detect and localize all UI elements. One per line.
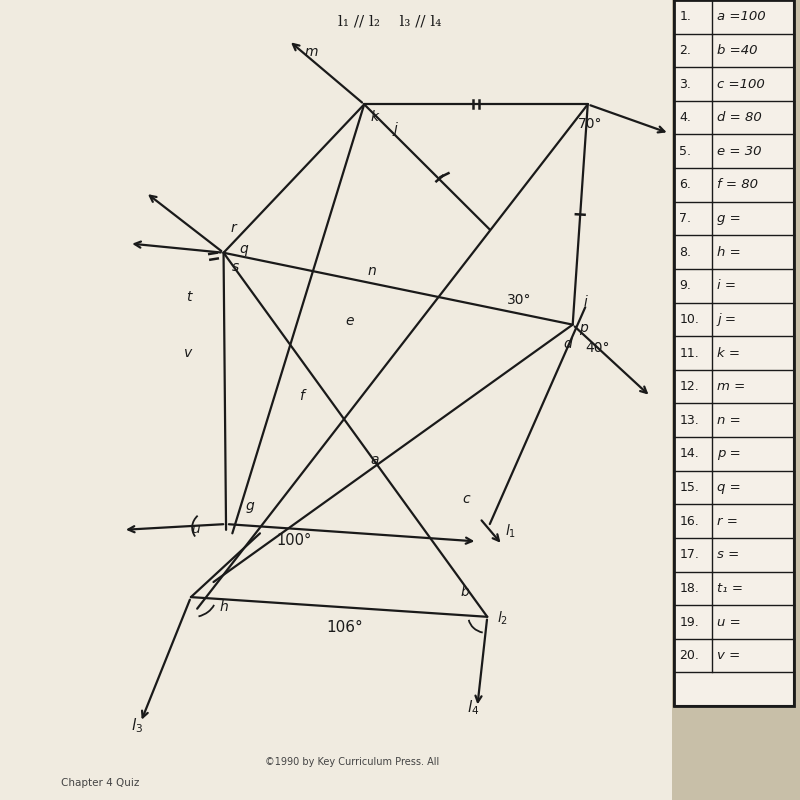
Text: $q$: $q$: [238, 242, 249, 258]
Text: s =: s =: [717, 548, 739, 562]
Text: $v$: $v$: [183, 346, 194, 360]
Text: $j$: $j$: [392, 120, 399, 138]
Text: $f$: $f$: [299, 388, 307, 403]
Text: j =: j =: [717, 313, 736, 326]
Text: $l_4$: $l_4$: [467, 698, 479, 717]
Text: v =: v =: [717, 649, 740, 662]
Text: $d$: $d$: [562, 336, 574, 351]
Bar: [0, 0, 672, 800]
Text: $e$: $e$: [346, 314, 355, 328]
Text: d = 80: d = 80: [717, 111, 762, 124]
Text: 6.: 6.: [679, 178, 691, 191]
Text: f = 80: f = 80: [717, 178, 758, 191]
Text: $a$: $a$: [370, 453, 380, 466]
Text: q =: q =: [717, 481, 741, 494]
Text: 11.: 11.: [679, 346, 699, 359]
Text: l₁ // l₂    l₃ // l₄: l₁ // l₂ l₃ // l₄: [338, 14, 441, 29]
Text: $i$: $i$: [582, 294, 589, 309]
Text: m =: m =: [717, 380, 746, 393]
Text: 8.: 8.: [679, 246, 691, 258]
Text: e = 30: e = 30: [717, 145, 762, 158]
Text: 30°: 30°: [507, 293, 532, 306]
Text: 2.: 2.: [679, 44, 691, 57]
Text: 10.: 10.: [679, 313, 699, 326]
Text: a =100: a =100: [717, 10, 766, 23]
Text: c =100: c =100: [717, 78, 765, 90]
Text: $c$: $c$: [462, 492, 472, 506]
Text: 70°: 70°: [578, 117, 602, 130]
Text: 100°: 100°: [276, 533, 311, 548]
Text: i =: i =: [717, 279, 736, 292]
Text: r =: r =: [717, 514, 738, 528]
Text: t₁ =: t₁ =: [717, 582, 743, 595]
Text: 13.: 13.: [679, 414, 699, 426]
Text: $l_1$: $l_1$: [505, 522, 516, 540]
Text: $h$: $h$: [218, 599, 228, 614]
Text: 12.: 12.: [679, 380, 699, 393]
Text: $k$: $k$: [370, 109, 381, 123]
Text: $g$: $g$: [245, 500, 255, 515]
Text: 15.: 15.: [679, 481, 699, 494]
Text: $l_2$: $l_2$: [498, 610, 509, 627]
Text: 9.: 9.: [679, 279, 691, 292]
Text: 40°: 40°: [586, 342, 610, 355]
Text: $n$: $n$: [366, 264, 377, 278]
Text: n =: n =: [717, 414, 741, 426]
Text: $m$: $m$: [304, 45, 318, 58]
Text: 18.: 18.: [679, 582, 699, 595]
Text: $s$: $s$: [231, 260, 240, 274]
Text: 16.: 16.: [679, 514, 699, 528]
Text: u =: u =: [717, 615, 741, 629]
Text: 3.: 3.: [679, 78, 691, 90]
Text: $p$: $p$: [579, 322, 589, 337]
Text: 7.: 7.: [679, 212, 691, 225]
Text: g =: g =: [717, 212, 741, 225]
Text: ©1990 by Key Curriculum Press. All: ©1990 by Key Curriculum Press. All: [265, 758, 438, 767]
Bar: [674, 0, 794, 706]
Text: 4.: 4.: [679, 111, 691, 124]
Text: h =: h =: [717, 246, 741, 258]
Text: $r$: $r$: [230, 221, 238, 235]
Text: $b$: $b$: [460, 584, 470, 599]
Text: $t$: $t$: [186, 290, 194, 305]
Text: 1.: 1.: [679, 10, 691, 23]
Text: b =40: b =40: [717, 44, 758, 57]
Text: 14.: 14.: [679, 447, 699, 461]
Text: 5.: 5.: [679, 145, 691, 158]
Text: 20.: 20.: [679, 649, 699, 662]
Bar: [674, 0, 794, 706]
Text: 17.: 17.: [679, 548, 699, 562]
Text: k =: k =: [717, 346, 740, 359]
Text: 19.: 19.: [679, 615, 699, 629]
Text: $l_3$: $l_3$: [130, 717, 142, 735]
Text: Chapter 4 Quiz: Chapter 4 Quiz: [62, 778, 140, 788]
Text: 106°: 106°: [326, 620, 363, 635]
Text: $u$: $u$: [191, 522, 201, 536]
Text: p =: p =: [717, 447, 741, 461]
